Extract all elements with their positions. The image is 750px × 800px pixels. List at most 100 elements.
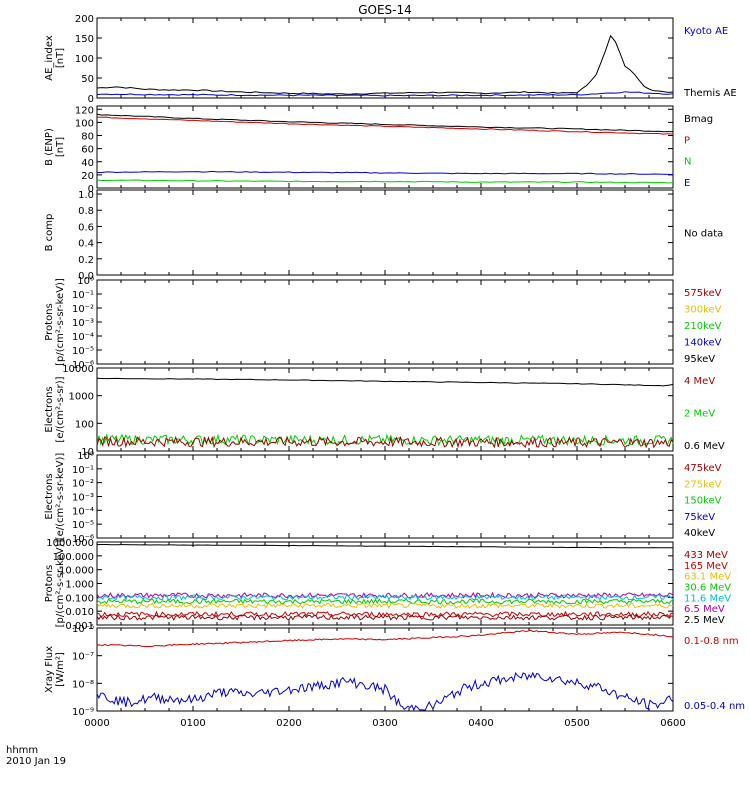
panel-protons_hi: 1000.000 100.000 10.000 1.000 0.100 0.010 0.00… xyxy=(44,538,731,632)
legend-entry: 11.6 MeV xyxy=(684,593,731,604)
y-tick-label: 10⁻⁶ xyxy=(72,360,94,371)
y-tick-label: 10⁻⁶ xyxy=(72,624,94,635)
panel-frame xyxy=(96,627,674,712)
legend-entry: 2 MeV xyxy=(684,409,715,420)
y-tick-label: 10⁻² xyxy=(72,304,94,315)
panel-frame xyxy=(96,279,674,365)
legend-entry: 40keV xyxy=(684,528,715,539)
y-tick-label: 1000 xyxy=(69,392,94,403)
y-tick-label: 0.001 xyxy=(65,621,94,632)
panel-protons_low: 10⁰ 10⁻¹ 10⁻² 10⁻³ 10⁻⁴ 10⁻⁵ 10⁻⁶ Protons [p/(cm… xyxy=(44,276,722,371)
y-axis-label: B (ENP) xyxy=(44,128,55,166)
panel-frame xyxy=(96,541,674,626)
x-tick-label: 0100 xyxy=(180,718,205,729)
y-tick-label: 60 xyxy=(81,145,94,156)
series-line-p xyxy=(96,116,674,135)
y-axis-label: Protons xyxy=(44,565,55,602)
legend-entry: 0.6 MeV xyxy=(684,441,725,452)
time-format-label: hhmm xyxy=(6,745,38,756)
legend-entry: Kyoto AE xyxy=(684,26,728,37)
panel-ae: 0 50 100 150 200 AE_index [nT] Kyoto AE Themis A… xyxy=(44,14,737,105)
y-tick-label: 1.0 xyxy=(78,190,94,201)
y-tick-label: 50 xyxy=(81,74,94,85)
panel-bcomp: 0.0 0.2 0.4 0.6 0.8 1.0 B comp No data xyxy=(44,189,723,282)
legend-entry: P xyxy=(684,135,690,146)
panel-electrons_hi: 10000 1000 100 10 Electrons [e/(cm²-s-sr)] 4 M… xyxy=(44,364,725,458)
y-tick-label: 0.6 xyxy=(78,222,94,233)
legend-entry: Themis AE xyxy=(683,88,737,99)
y-tick-label: 10⁻⁴ xyxy=(72,332,94,343)
x-tick-label: 0400 xyxy=(468,718,493,729)
x-tick-label: 0200 xyxy=(276,718,301,729)
y-tick-label: 10 xyxy=(81,447,94,458)
y-tick-label: 10.000 xyxy=(59,566,94,577)
x-tick-label: 0000 xyxy=(84,718,109,729)
series-line-bmag xyxy=(96,113,673,133)
y-tick-label: 10⁰ xyxy=(77,451,94,462)
y-tick-label: 10⁻⁸ xyxy=(72,679,94,690)
legend-entry: 165 MeV xyxy=(684,561,728,572)
y-tick-label: 10⁻⁹ xyxy=(72,707,94,718)
y-tick-label: 0.0 xyxy=(78,271,94,282)
series-line-4-mev xyxy=(96,435,674,449)
series-line-0-1-0-8-nm xyxy=(96,629,674,647)
panel-b: 0 20 40 60 80 100 120 B (ENP) [nT] Bmag PNE xyxy=(44,105,713,195)
y-axis-label: AE_index xyxy=(44,35,55,81)
legend-entry: 30.6 MeV xyxy=(684,583,731,594)
y-axis-units: [p/(cm²-s-sr-keV)] xyxy=(55,278,66,366)
y-tick-label: 0 xyxy=(88,94,94,105)
series-line-0-6-mev xyxy=(96,377,674,387)
y-tick-label: 10⁻⁴ xyxy=(72,506,94,517)
panel-electrons_low: 10⁰ 10⁻¹ 10⁻² 10⁻³ 10⁻⁴ 10⁻⁵ 10⁻⁶ Electrons [e/(… xyxy=(44,451,722,545)
series-line-11-6-mev xyxy=(96,593,674,601)
panel-xray: 10⁻⁶ 10⁻⁷ 10⁻⁸ 10⁻⁹ Xray Flux [W/m²] 0.1-0.8 n… xyxy=(44,624,745,718)
legend-entry: N xyxy=(684,157,691,168)
y-tick-label: 1.000 xyxy=(65,580,94,591)
legend-entry: Bmag xyxy=(684,114,713,125)
series-line-2-5-mev xyxy=(96,544,673,549)
figure-title: GOES-14 xyxy=(358,3,412,17)
y-tick-label: 10⁻¹ xyxy=(72,465,94,476)
legend-entry: 275keV xyxy=(684,479,722,490)
y-tick-label: 0.100 xyxy=(65,593,94,604)
y-tick-label: 10⁻⁷ xyxy=(72,652,94,663)
y-tick-label: 10⁻⁵ xyxy=(72,520,94,531)
legend-entry: 75keV xyxy=(684,512,715,523)
legend-entry: 140keV xyxy=(684,338,722,349)
y-tick-label: 0.2 xyxy=(78,255,94,266)
legend-entry: 150keV xyxy=(684,496,722,507)
y-axis-label: Electrons xyxy=(44,386,55,432)
series-line-kyoto-ae xyxy=(96,91,674,97)
y-tick-label: 120 xyxy=(75,105,94,116)
series-line-63-1-mev xyxy=(96,602,674,609)
x-tick-label: 0300 xyxy=(372,718,397,729)
y-axis-units: [p/(cm²-s-sr-keV)] xyxy=(55,540,66,628)
y-tick-label: 1000.000 xyxy=(46,538,94,549)
y-tick-label: 0 xyxy=(88,184,94,195)
y-tick-label: 100 xyxy=(75,419,94,430)
date-label: 2010 Jan 19 xyxy=(6,756,66,767)
legend-entry: No data xyxy=(684,229,723,240)
series-line-30-6-mev xyxy=(96,598,674,605)
time-axis: 0000 0100 0200 0300 0400 0500 0600 xyxy=(84,718,685,729)
legend-entry: 6.5 MeV xyxy=(684,604,725,615)
y-axis-label: B comp xyxy=(44,214,55,252)
legend-entry: 0.1-0.8 nm xyxy=(684,636,739,647)
y-tick-label: 10⁻⁶ xyxy=(72,534,94,545)
legend-entry: 4 MeV xyxy=(684,376,715,387)
y-axis-units: [nT] xyxy=(55,48,66,68)
y-tick-label: 10⁻³ xyxy=(72,493,94,504)
y-tick-label: 0.4 xyxy=(78,239,94,250)
y-tick-label: 100 xyxy=(75,54,94,65)
series-line-0-05-0-4-nm xyxy=(96,671,674,712)
y-axis-label: Protons xyxy=(44,303,55,340)
legend-entry: 575keV xyxy=(684,288,722,299)
panel-frame xyxy=(96,189,674,276)
y-tick-label: 10⁻⁵ xyxy=(72,346,94,357)
legend-entry: 475keV xyxy=(684,463,722,474)
x-tick-label: 0500 xyxy=(564,718,589,729)
y-tick-label: 0.010 xyxy=(65,607,94,618)
x-tick-label: 0600 xyxy=(660,718,685,729)
